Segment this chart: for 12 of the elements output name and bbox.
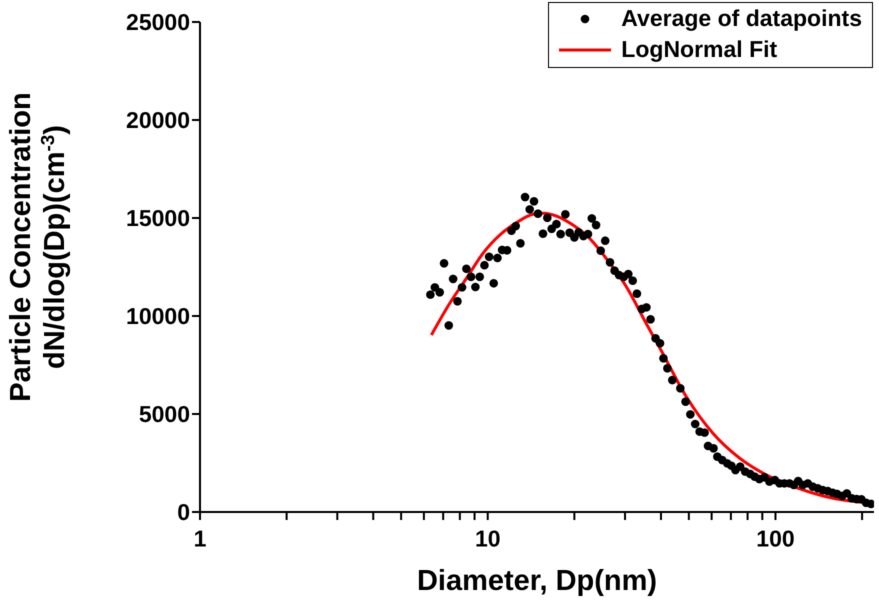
x-tick-label: 100 — [756, 525, 795, 552]
legend-label: LogNormal Fit — [621, 35, 778, 64]
x-tick-label: 1 — [194, 525, 207, 552]
y-tick-label: 15000 — [126, 205, 190, 232]
y-tick-label: 20000 — [126, 107, 190, 134]
y-tick-label: 10000 — [126, 303, 190, 330]
y-tick-label: 0 — [177, 499, 190, 526]
x-axis-title: Diameter, Dp(nm) — [416, 565, 658, 597]
legend-label: Average of datapoints — [621, 4, 862, 33]
x-tick-label: 10 — [474, 525, 501, 552]
y-tick-label: 5000 — [138, 401, 190, 428]
y-tick-label: 25000 — [126, 9, 190, 36]
